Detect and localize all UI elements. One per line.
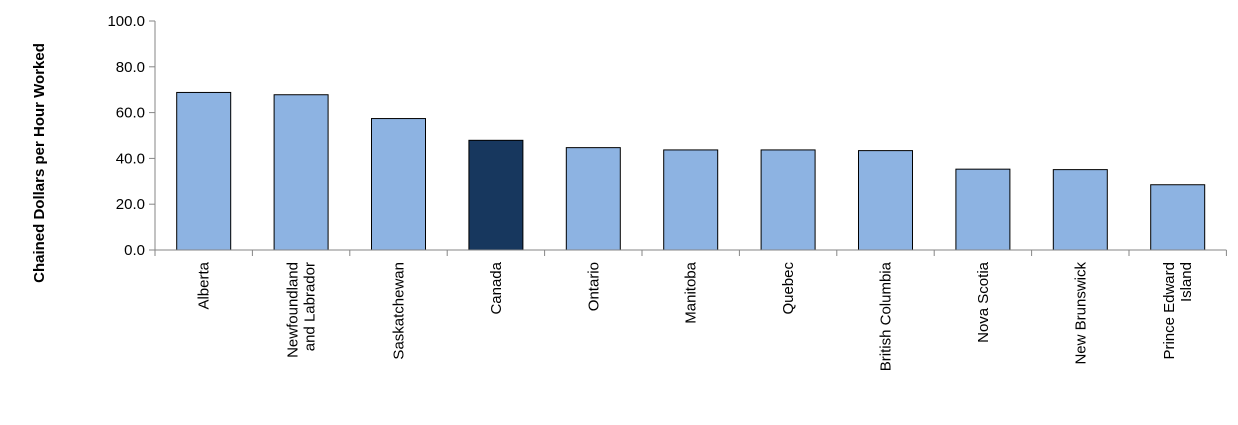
bar: [955, 168, 1011, 251]
x-category-label: and Labrador: [302, 262, 319, 351]
x-category-label: Quebec: [780, 262, 797, 315]
y-tick-label: 80.0: [116, 59, 145, 76]
bar: [176, 91, 232, 251]
x-category-label: Alberta: [196, 261, 213, 309]
y-tick-label: 60.0: [116, 105, 145, 122]
y-tick-label: 20.0: [116, 196, 145, 213]
bar: [760, 149, 816, 251]
x-category-label: Manitoba: [683, 261, 700, 323]
y-tick-label: 0.0: [124, 242, 145, 259]
y-tick-label: 40.0: [116, 150, 145, 167]
x-category-label: Nova Scotia: [975, 261, 992, 343]
y-axis-title: Chained Dollars per Hour Worked: [31, 43, 48, 283]
y-axis-title-group: Chained Dollars per Hour Worked: [31, 43, 48, 283]
x-category-label: British Columbia: [878, 261, 895, 371]
bar: [858, 150, 913, 251]
y-tick-label: 100.0: [107, 13, 145, 30]
x-category-label: Saskatchewan: [391, 262, 408, 360]
bar: [565, 147, 621, 251]
x-category-label: Ontario: [585, 262, 602, 311]
bar: [1052, 169, 1108, 251]
bar: [1150, 184, 1206, 251]
bar: [371, 118, 426, 251]
plot-area: 0.0 20.0 40.0 60.0 80.0 100.0 Alberta Newfoundl…: [107, 13, 1227, 371]
x-category-label: Prince Edward: [1161, 262, 1178, 360]
bar: [663, 149, 719, 251]
bar: [273, 94, 329, 251]
x-category-label: Island: [1178, 262, 1195, 302]
x-category-label: Canada: [488, 261, 505, 314]
x-category-label: Newfoundland: [285, 262, 302, 358]
x-category-label: New Brunswick: [1072, 262, 1089, 365]
bar: [468, 139, 524, 251]
